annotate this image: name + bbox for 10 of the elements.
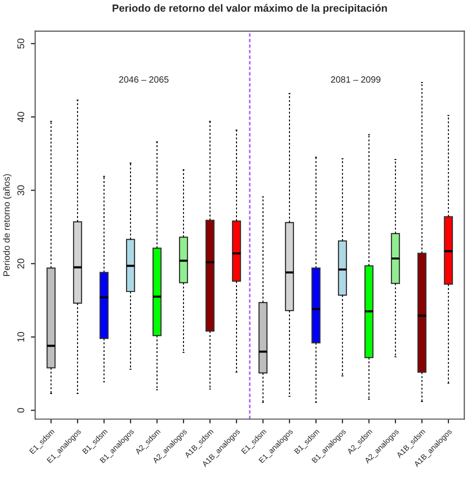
y-tick-label: 20 [17, 258, 24, 269]
y-tick-label: 40 [17, 112, 24, 122]
y-tick-label: 30 [17, 185, 24, 196]
annotation: 2081 – 2099 [331, 76, 380, 83]
annotation: 2046 – 2065 [119, 76, 169, 83]
chart-title: Periodo de retorno del valor máximo de la precipitación [112, 4, 387, 14]
y-tick-label: 50 [17, 38, 24, 49]
y-tick-label: 0 [17, 408, 24, 413]
y-tick-label: 10 [17, 332, 24, 342]
y-axis-title: Periodo de retorno (años) [3, 174, 12, 276]
